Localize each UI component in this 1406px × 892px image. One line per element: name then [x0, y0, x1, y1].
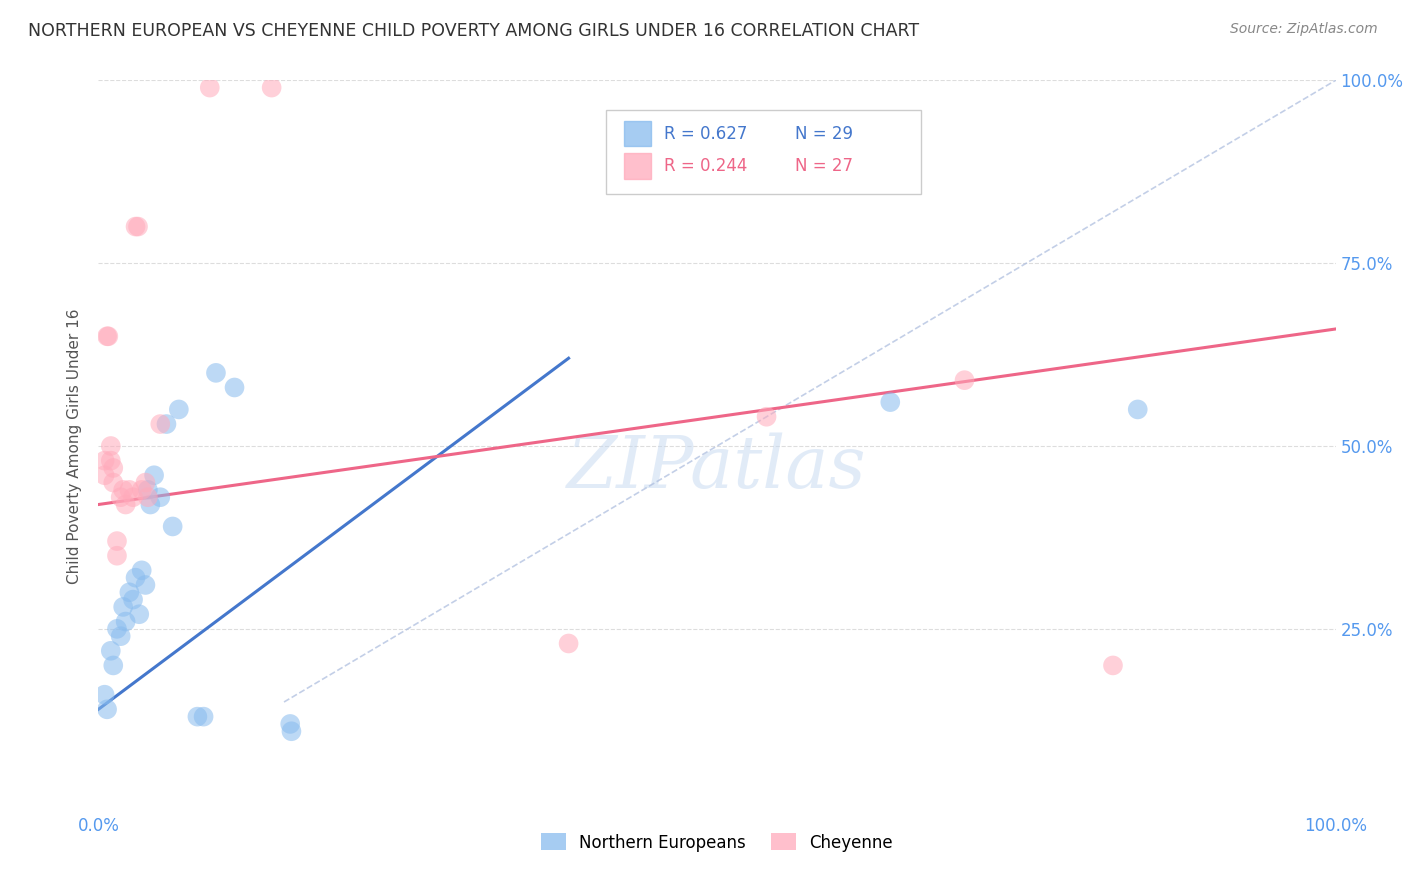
Point [103, 658, 125, 673]
Point [879, 395, 901, 409]
Legend: Northern Europeans, Cheyenne: Northern Europeans, Cheyenne [534, 827, 900, 858]
Point [136, 483, 159, 497]
FancyBboxPatch shape [606, 110, 921, 194]
Text: N = 27: N = 27 [794, 157, 853, 175]
Point [112, 483, 135, 497]
Point [162, 519, 184, 533]
Point [224, 380, 246, 394]
Point [131, 483, 153, 497]
Text: ZIPatlas: ZIPatlas [567, 433, 868, 503]
Point [136, 490, 159, 504]
Point [198, 80, 221, 95]
Text: R = 0.244: R = 0.244 [664, 157, 747, 175]
Point [122, 592, 145, 607]
Point [1126, 402, 1149, 417]
Text: R = 0.627: R = 0.627 [664, 125, 747, 143]
Point [953, 373, 976, 387]
Point [96, 702, 118, 716]
Bar [624, 121, 651, 146]
Point [93, 453, 115, 467]
Point [155, 417, 177, 431]
Point [114, 615, 136, 629]
Point [93, 468, 115, 483]
Point [103, 475, 125, 490]
Text: N = 29: N = 29 [794, 125, 853, 143]
Point [127, 219, 149, 234]
Point [118, 585, 141, 599]
Point [110, 490, 132, 504]
Point [105, 534, 128, 549]
Bar [624, 153, 651, 178]
Point [755, 409, 778, 424]
Point [134, 578, 156, 592]
Point [105, 622, 128, 636]
Point [205, 366, 228, 380]
Point [100, 439, 122, 453]
Point [114, 498, 136, 512]
Point [149, 490, 172, 504]
Point [134, 475, 156, 490]
Point [105, 549, 128, 563]
Point [128, 607, 150, 622]
Point [149, 417, 172, 431]
Point [122, 490, 145, 504]
Point [260, 80, 283, 95]
Point [186, 709, 208, 723]
Text: NORTHERN EUROPEAN VS CHEYENNE CHILD POVERTY AMONG GIRLS UNDER 16 CORRELATION CHA: NORTHERN EUROPEAN VS CHEYENNE CHILD POVE… [28, 22, 920, 40]
Point [110, 629, 132, 643]
Y-axis label: Child Poverty Among Girls Under 16: Child Poverty Among Girls Under 16 [67, 309, 83, 583]
Point [280, 724, 302, 739]
Point [103, 461, 125, 475]
Point [278, 717, 301, 731]
Point [557, 636, 579, 650]
Point [112, 599, 135, 614]
Point [118, 483, 141, 497]
Point [124, 571, 146, 585]
Point [100, 644, 122, 658]
Point [143, 468, 166, 483]
Point [1102, 658, 1125, 673]
Point [93, 688, 115, 702]
Point [100, 453, 122, 467]
Point [96, 329, 118, 343]
Point [139, 498, 162, 512]
Point [193, 709, 215, 723]
Text: Source: ZipAtlas.com: Source: ZipAtlas.com [1230, 22, 1378, 37]
Point [167, 402, 190, 417]
Point [97, 329, 120, 343]
Point [131, 563, 153, 577]
Point [124, 219, 146, 234]
